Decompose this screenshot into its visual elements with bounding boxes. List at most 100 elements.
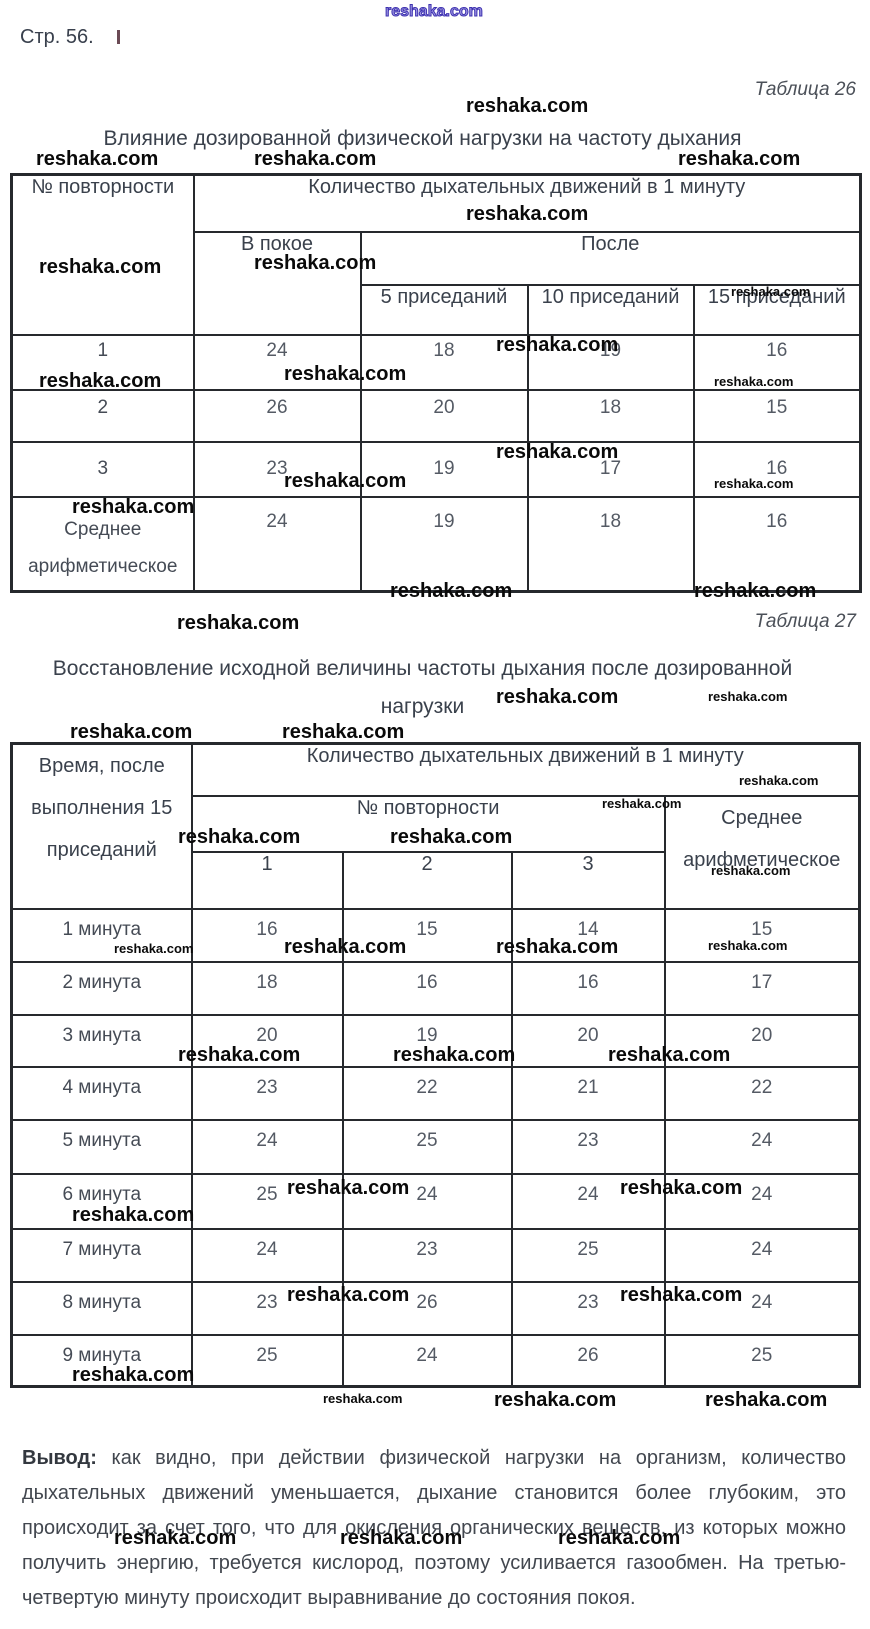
- watermark: reshaka.com: [177, 612, 300, 634]
- cell-value: 24: [192, 333, 362, 391]
- cell-value: 19: [341, 1013, 513, 1068]
- page-number-label: Стр. 56.: [20, 26, 94, 48]
- table-row: 9 минута 25 24 26 25: [10, 1333, 861, 1388]
- watermark: reshaka.com: [466, 95, 589, 117]
- row-label: 9 минута: [10, 1333, 193, 1388]
- cell-value: 15: [692, 388, 862, 443]
- table-row: Среднее арифметическое 24 19 18 16: [10, 495, 862, 593]
- cell-value: 16: [692, 495, 862, 593]
- cell-value: 23: [341, 1227, 513, 1283]
- table-26: № повторности Количество дыхательных дви…: [10, 173, 862, 593]
- cell-value: 19: [359, 440, 529, 498]
- cell-value: 25: [663, 1333, 861, 1388]
- table-row: 4 минута 23 22 21 22: [10, 1065, 861, 1121]
- cell-value: 23: [190, 1280, 344, 1336]
- cell-value: 16: [190, 907, 344, 963]
- conclusion-line: четвертую минуту происходит выравнивание…: [22, 1587, 636, 1609]
- cell-value: 19: [359, 495, 529, 593]
- cell-value: 23: [192, 440, 362, 498]
- row-label: 5 минута: [10, 1118, 193, 1175]
- cell-value: 20: [663, 1013, 861, 1068]
- cell-value: 17: [526, 440, 695, 498]
- cell-value: 25: [510, 1227, 666, 1283]
- cell-value: 14: [510, 907, 666, 963]
- conclusion-line: получить энергию, требуется кислород, по…: [22, 1552, 846, 1574]
- table26-header-5squats: 5 приседаний: [359, 283, 529, 336]
- table27-header-average: Среднее арифметическое: [663, 794, 861, 910]
- cell-value: 25: [190, 1333, 344, 1388]
- watermark: reshaka.com: [494, 1389, 617, 1411]
- row-label-average: Среднее арифметическое: [10, 495, 195, 593]
- row-label: 8 минута: [10, 1280, 193, 1336]
- watermark: reshaka.com: [282, 721, 405, 743]
- cell-value: 24: [510, 1172, 666, 1230]
- conclusion-paragraph: Вывод: как видно, при действии физическо…: [22, 1441, 846, 1616]
- watermark: reshaka.com: [678, 148, 801, 170]
- table26-caption: Таблица 26: [754, 79, 856, 100]
- cell-value: 16: [510, 960, 666, 1016]
- table26-header-after: После: [359, 230, 862, 286]
- cell-value: 25: [190, 1172, 344, 1230]
- cell-value: 18: [359, 333, 529, 391]
- cell-value: 22: [663, 1065, 861, 1121]
- table-27: Время, после выполнения 15 приседаний Ко…: [10, 742, 861, 1388]
- cell-value: 20: [510, 1013, 666, 1068]
- cell-value: 23: [190, 1065, 344, 1121]
- watermark: reshaka.com: [705, 1389, 828, 1411]
- table-row: 7 минута 24 23 25 24: [10, 1227, 861, 1283]
- cell-value: 16: [692, 333, 862, 391]
- cell-value: 24: [663, 1118, 861, 1175]
- stray-scan-mark: [117, 30, 120, 44]
- table-row: 1 24 18 19 16: [10, 333, 862, 391]
- conclusion-line: происходит за счет того, что для окислен…: [22, 1517, 846, 1539]
- cell-value: 24: [192, 495, 362, 593]
- cell-value: 20: [190, 1013, 344, 1068]
- table27-title-line1: Восстановление исходной величины частоты…: [52, 657, 793, 680]
- table26-title: Влияние дозированной физической нагрузки…: [103, 127, 742, 150]
- conclusion-line: дыхательных движений уменьшается, дыхани…: [22, 1482, 846, 1504]
- cell-value: 24: [190, 1227, 344, 1283]
- cell-value: 21: [510, 1065, 666, 1121]
- row-label: 2: [10, 388, 195, 443]
- table26-header-rest: В покое: [192, 230, 362, 336]
- table-row: 3 23 19 17 16: [10, 440, 862, 498]
- row-label: 7 минута: [10, 1227, 193, 1283]
- table-row: 6 минута 25 24 24 24: [10, 1172, 861, 1230]
- cell-value: 17: [663, 960, 861, 1016]
- cell-value: 26: [192, 388, 362, 443]
- table27-header-time: Время, после выполнения 15 приседаний: [10, 742, 193, 910]
- row-label: 4 минута: [10, 1065, 193, 1121]
- cell-value: 26: [510, 1333, 666, 1388]
- table27-header-rep2: 2: [341, 850, 513, 910]
- row-label: 3: [10, 440, 195, 498]
- table26-header-10squats: 10 приседаний: [526, 283, 695, 336]
- cell-value: 19: [526, 333, 695, 391]
- watermark: reshaka.com: [70, 721, 193, 743]
- table-row: 8 минута 23 26 23 24: [10, 1280, 861, 1336]
- table-row: 3 минута 20 19 20 20: [10, 1013, 861, 1068]
- conclusion-label: Вывод:: [22, 1447, 97, 1469]
- cell-value: 24: [663, 1280, 861, 1336]
- table-row: 2 26 20 18 15: [10, 388, 862, 443]
- row-label: 3 минута: [10, 1013, 193, 1068]
- table26-header-15squats: 15 приседаний: [692, 283, 862, 336]
- table-row: 5 минута 24 25 23 24: [10, 1118, 861, 1175]
- table-row: 1 минута 16 15 14 15: [10, 907, 861, 963]
- cell-value: 15: [341, 907, 513, 963]
- cell-value: 18: [526, 495, 695, 593]
- cell-value: 23: [510, 1118, 666, 1175]
- cell-value: 26: [341, 1280, 513, 1336]
- cell-value: 18: [190, 960, 344, 1016]
- cell-value: 15: [663, 907, 861, 963]
- watermark: reshaka.com: [254, 148, 377, 170]
- row-label: 1: [10, 333, 195, 391]
- table27-caption: Таблица 27: [754, 611, 856, 632]
- table26-header-group: Количество дыхательных движений в 1 мину…: [192, 173, 862, 233]
- row-label: 2 минута: [10, 960, 193, 1016]
- cell-value: 24: [663, 1172, 861, 1230]
- row-label: 1 минута: [10, 907, 193, 963]
- cell-value: 23: [510, 1280, 666, 1336]
- table-row: 2 минута 18 16 16 17: [10, 960, 861, 1016]
- cell-value: 24: [341, 1333, 513, 1388]
